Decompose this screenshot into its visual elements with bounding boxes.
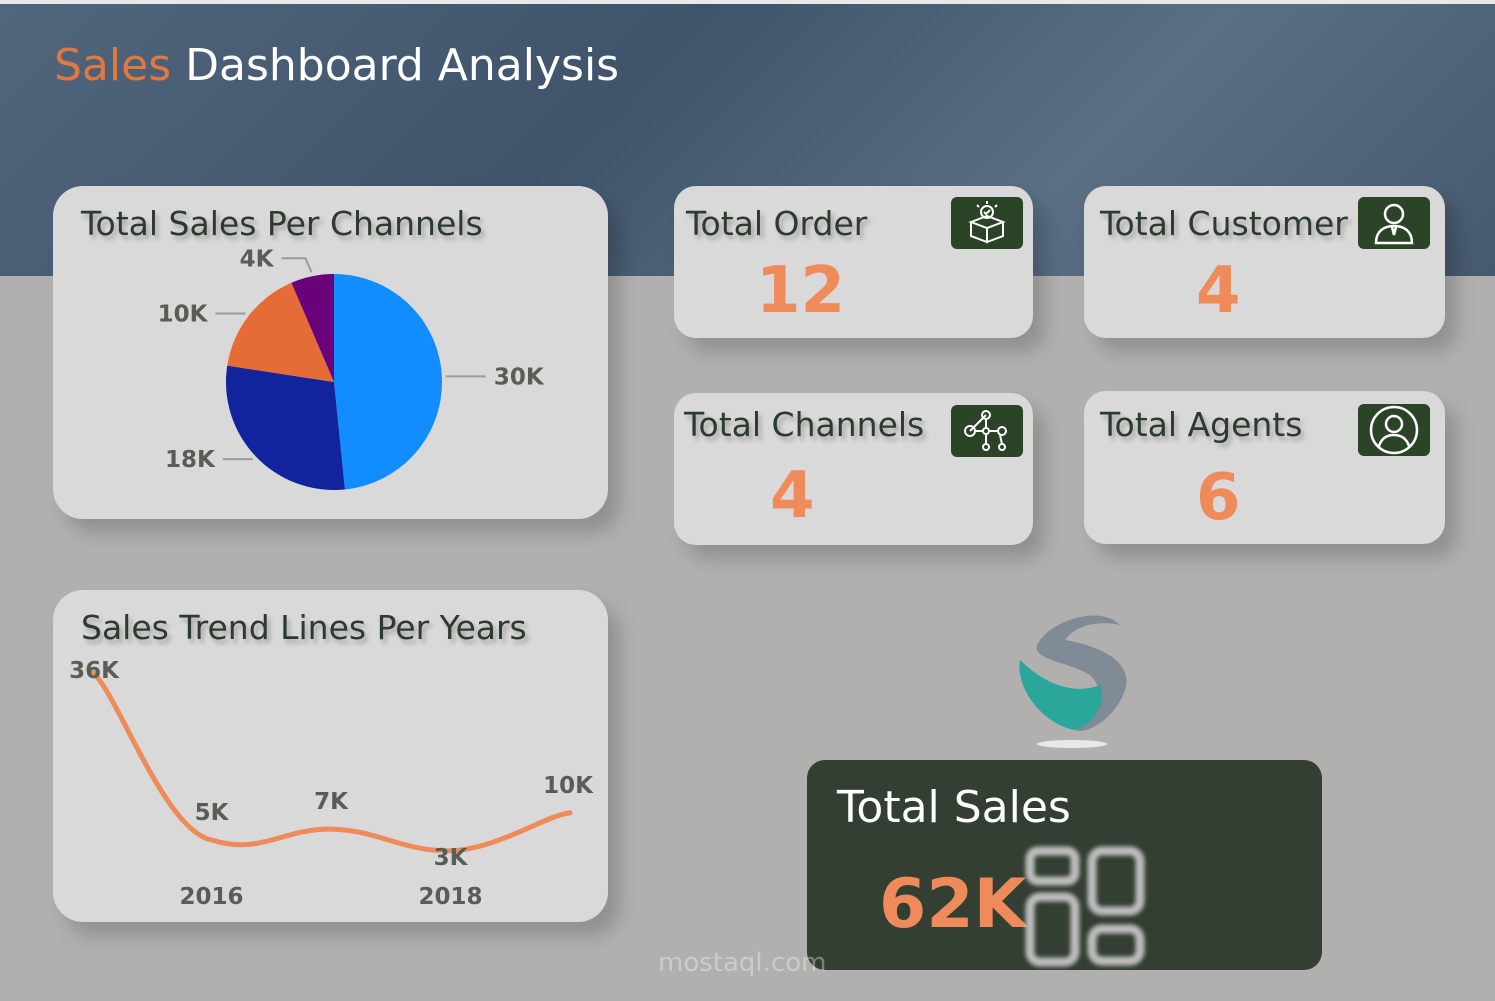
data-label: 7K <box>314 789 349 815</box>
data-label: 30K <box>494 364 545 390</box>
user-circle-icon <box>1358 404 1430 456</box>
user-tie-icon <box>1358 197 1430 249</box>
pie-slice[interactable] <box>225 365 345 490</box>
pie-slice[interactable] <box>227 282 334 382</box>
kpi-total-order: Total Order 12 <box>674 186 1033 338</box>
line-chart: 36K 5K 7K 3K 10K 2016 2018 <box>69 658 594 910</box>
network-icon <box>951 405 1023 457</box>
pie-chart-card: Total Sales Per Channels 30K 18K 10K 4K <box>53 186 608 519</box>
data-label: 10K <box>158 301 209 327</box>
kpi-total-channels: Total Channels 4 <box>674 393 1033 545</box>
total-sales-label: Total Sales <box>837 782 1071 833</box>
data-label: 10K <box>543 773 594 799</box>
kpi-label: Total Order <box>686 204 868 243</box>
kpi-total-agents: Total Agents 6 <box>1084 391 1445 544</box>
kpi-value: 4 <box>770 459 815 533</box>
x-tick-label: 2016 <box>179 884 243 910</box>
kpi-total-customer: Total Customer 4 <box>1084 186 1445 338</box>
kpi-label: Total Customer <box>1100 204 1348 243</box>
line-chart-card: Sales Trend Lines Per Years 36K 5K 7K 3K 10K… <box>53 590 608 922</box>
company-logo <box>1019 615 1127 748</box>
leader-line <box>281 257 313 273</box>
pie-slice[interactable] <box>334 274 443 490</box>
kpi-label: Total Agents <box>1100 405 1303 444</box>
data-label: 5K <box>195 800 230 826</box>
page-title: Sales Dashboard Analysis <box>54 40 620 91</box>
grid-icon <box>1025 846 1145 967</box>
total-sales-value: 62K <box>879 865 1027 944</box>
top-border <box>0 0 1495 4</box>
trend-line[interactable] <box>89 669 573 854</box>
watermark: mostaql.com <box>658 948 827 978</box>
data-label: 4K <box>240 246 275 272</box>
pie-slice[interactable] <box>291 274 334 382</box>
x-tick-label: 2018 <box>418 884 482 910</box>
kpi-value: 4 <box>1196 254 1241 328</box>
total-sales-card: Total Sales 62K <box>807 760 1322 970</box>
data-label: 18K <box>165 447 216 473</box>
data-label: 3K <box>434 845 469 871</box>
box-check-icon <box>951 197 1023 249</box>
card-title: Total Sales Per Channels <box>81 204 483 243</box>
kpi-label: Total Channels <box>684 405 925 444</box>
pie-chart: 30K 18K 10K 4K <box>158 246 545 490</box>
card-title: Sales Trend Lines Per Years <box>81 608 527 647</box>
kpi-value: 6 <box>1196 461 1241 535</box>
data-label: 36K <box>69 658 120 684</box>
kpi-value: 12 <box>756 254 846 328</box>
